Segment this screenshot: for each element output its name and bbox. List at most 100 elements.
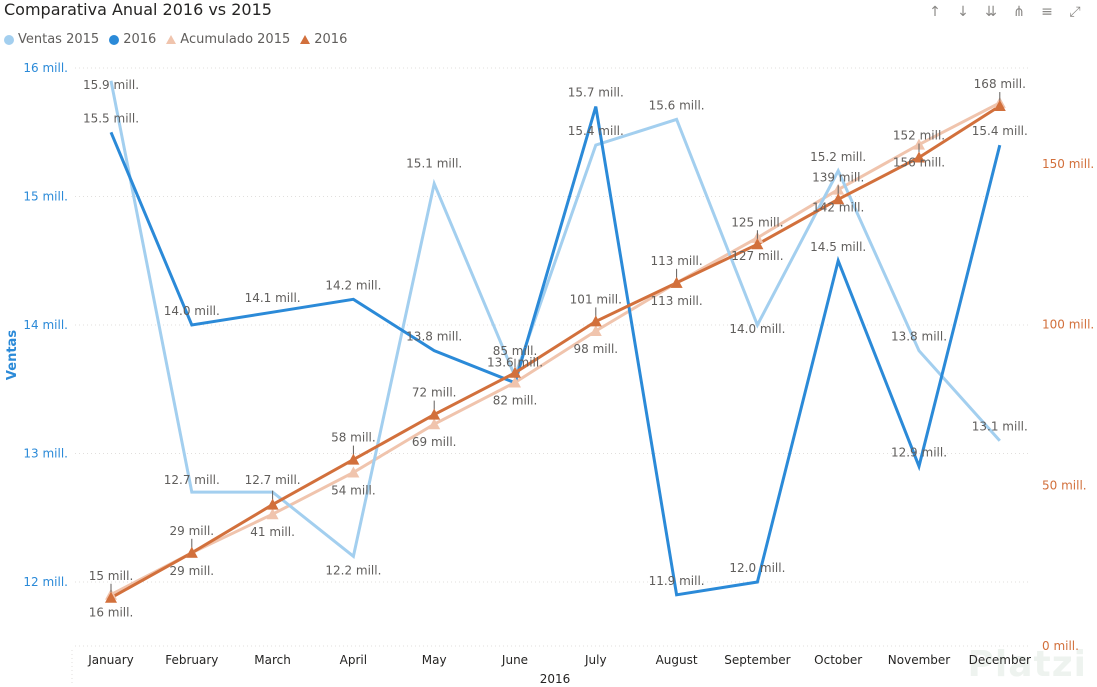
data-label-ventas-2016: 15.4 mill. xyxy=(972,124,1028,138)
data-label-ventas-2015: 14.0 mill. xyxy=(729,322,785,336)
data-label-ventas-2015: 12.7 mill. xyxy=(164,473,220,487)
data-label-ventas-2015: 12.7 mill. xyxy=(245,473,301,487)
data-point-acumulado-2016 xyxy=(832,193,845,205)
legend-label: 2016 xyxy=(123,32,157,47)
data-label-acumulado-2015: 16 mill. xyxy=(89,606,134,620)
data-label-ventas-2016: 15.7 mill. xyxy=(568,86,624,100)
data-label-acumulado-2016: 139 mill. xyxy=(812,170,864,184)
filter-icon[interactable]: ≡ xyxy=(1041,4,1053,20)
x-tick-label: June xyxy=(501,653,528,667)
focus-mode-icon[interactable]: ⤢ xyxy=(1069,4,1081,20)
series-line-acumulado-2016 xyxy=(110,104,1001,600)
chart-title: Comparativa Anual 2016 vs 2015 xyxy=(4,0,272,19)
x-tick-label: August xyxy=(656,653,698,667)
data-label-ventas-2015: 15.9 mill. xyxy=(83,78,139,92)
x-tick-label: April xyxy=(340,653,367,667)
arrow-up-icon[interactable]: ↑ xyxy=(929,4,941,20)
platzi-watermark: Platzi xyxy=(967,644,1087,685)
data-label-acumulado-2016: 15 mill. xyxy=(89,569,134,583)
data-point-acumulado-2016 xyxy=(670,276,683,288)
data-point-acumulado-2016 xyxy=(266,498,279,510)
y-left-tick-label: 12 mill. xyxy=(23,575,68,589)
y-right-tick-label: 150 mill. xyxy=(1042,157,1094,171)
x-tick-label: December xyxy=(969,653,1031,667)
data-label-acumulado-2016: 29 mill. xyxy=(170,524,215,538)
data-label-ventas-2015: 13.1 mill. xyxy=(972,420,1028,434)
data-point-acumulado-2015 xyxy=(266,508,279,520)
x-tick-label: May xyxy=(422,653,447,667)
data-point-acumulado-2016 xyxy=(589,315,602,327)
series-line-ventas-2015 xyxy=(109,80,1001,559)
data-point-acumulado-2016 xyxy=(509,366,521,378)
legend-label: Ventas 2015 xyxy=(18,32,100,47)
legend-item-2016[interactable]: 2016 xyxy=(109,32,156,47)
data-label-acumulado-2015: 156 mill. xyxy=(893,156,945,170)
data-label-ventas-2015: 15.4 mill. xyxy=(568,124,624,138)
legend-item-acumulado-2016[interactable]: 2016 xyxy=(300,32,347,47)
arrow-down-icon[interactable]: ↓ xyxy=(957,4,969,20)
data-label-ventas-2016: 14.2 mill. xyxy=(325,278,381,292)
data-point-acumulado-2015 xyxy=(509,376,521,388)
data-label-acumulado-2015: 69 mill. xyxy=(412,435,457,449)
legend-triangle-marker xyxy=(300,35,311,44)
data-label-acumulado-2015: 41 mill. xyxy=(250,525,295,539)
visual-toolbar: ↑ ↓ ⇊ ⋔ ≡ ⤢ xyxy=(927,4,1083,20)
data-label-ventas-2015: 13.6 mill. xyxy=(487,355,543,369)
data-label-acumulado-2016: 58 mill. xyxy=(331,431,376,445)
data-label-acumulado-2015: 82 mill. xyxy=(493,393,538,407)
data-label-acumulado-2015: 54 mill. xyxy=(331,483,376,497)
data-label-acumulado-2015: 98 mill. xyxy=(574,342,619,356)
data-label-ventas-2016: 11.9 mill. xyxy=(649,574,705,588)
data-label-acumulado-2016: 168 mill. xyxy=(974,77,1026,91)
x-tick-label: October xyxy=(814,653,862,667)
legend-item-acumulado-2015[interactable]: Acumulado 2015 xyxy=(166,32,290,47)
data-label-ventas-2016: 14.0 mill. xyxy=(164,304,220,318)
series-line-ventas-2016 xyxy=(109,106,1002,597)
data-label-acumulado-2015: 113 mill. xyxy=(650,294,702,308)
series-line-acumulado-2015 xyxy=(110,101,1001,596)
y-axis-title: Ventas xyxy=(5,330,20,380)
data-point-acumulado-2016 xyxy=(347,453,360,465)
data-label-acumulado-2015: 29 mill. xyxy=(170,564,215,578)
data-label-ventas-2015: 15.2 mill. xyxy=(810,150,866,164)
data-label-ventas-2016: 13.8 mill. xyxy=(406,330,462,344)
legend-item-ventas-2015[interactable]: Ventas 2015 xyxy=(4,32,99,47)
legend-circle-marker xyxy=(4,34,14,45)
data-point-acumulado-2015 xyxy=(428,418,441,430)
double-arrow-down-icon[interactable]: ⇊ xyxy=(985,4,997,20)
y-right-tick-label: 0 mill. xyxy=(1042,639,1079,653)
data-point-acumulado-2016 xyxy=(105,591,117,603)
data-label-ventas-2016: 14.5 mill. xyxy=(810,240,866,254)
legend-circle-marker xyxy=(109,34,120,45)
data-point-acumulado-2015 xyxy=(347,466,360,478)
data-label-ventas-2016: 15.5 mill. xyxy=(83,111,139,125)
y-left-tick-label: 14 mill. xyxy=(23,318,68,332)
y-left-tick-label: 16 mill. xyxy=(23,61,68,75)
data-label-acumulado-2016: 72 mill. xyxy=(412,386,457,400)
data-label-acumulado-2015: 142 mill. xyxy=(812,201,864,215)
expand-hierarchy-icon[interactable]: ⋔ xyxy=(1013,4,1025,20)
data-point-acumulado-2016 xyxy=(751,238,764,250)
data-label-acumulado-2016: 85 mill. xyxy=(493,344,538,358)
y-right-tick-label: 50 mill. xyxy=(1042,478,1087,492)
data-point-acumulado-2015 xyxy=(589,325,602,337)
data-label-ventas-2015: 15.1 mill. xyxy=(406,157,462,171)
x-tick-label: March xyxy=(254,653,291,667)
x-tick-label: September xyxy=(724,653,790,667)
x-tick-label: January xyxy=(87,653,134,667)
legend-triangle-marker xyxy=(166,35,177,44)
x-tick-label: July xyxy=(584,653,607,667)
x-tick-label: November xyxy=(888,653,950,667)
x-axis-title: 2016 xyxy=(540,672,571,686)
data-label-acumulado-2015: 127 mill. xyxy=(731,249,783,263)
data-label-acumulado-2016: 113 mill. xyxy=(650,254,702,268)
data-label-ventas-2016: 14.1 mill. xyxy=(245,291,301,305)
data-label-ventas-2016: 12.0 mill. xyxy=(729,561,785,575)
data-label-ventas-2016: 12.9 mill. xyxy=(891,445,947,459)
data-label-ventas-2015: 12.2 mill. xyxy=(325,563,381,577)
data-point-acumulado-2016 xyxy=(185,546,198,558)
data-point-acumulado-2016 xyxy=(993,100,1006,112)
y-left-tick-label: 15 mill. xyxy=(23,190,68,204)
data-label-acumulado-2016: 101 mill. xyxy=(570,292,622,306)
